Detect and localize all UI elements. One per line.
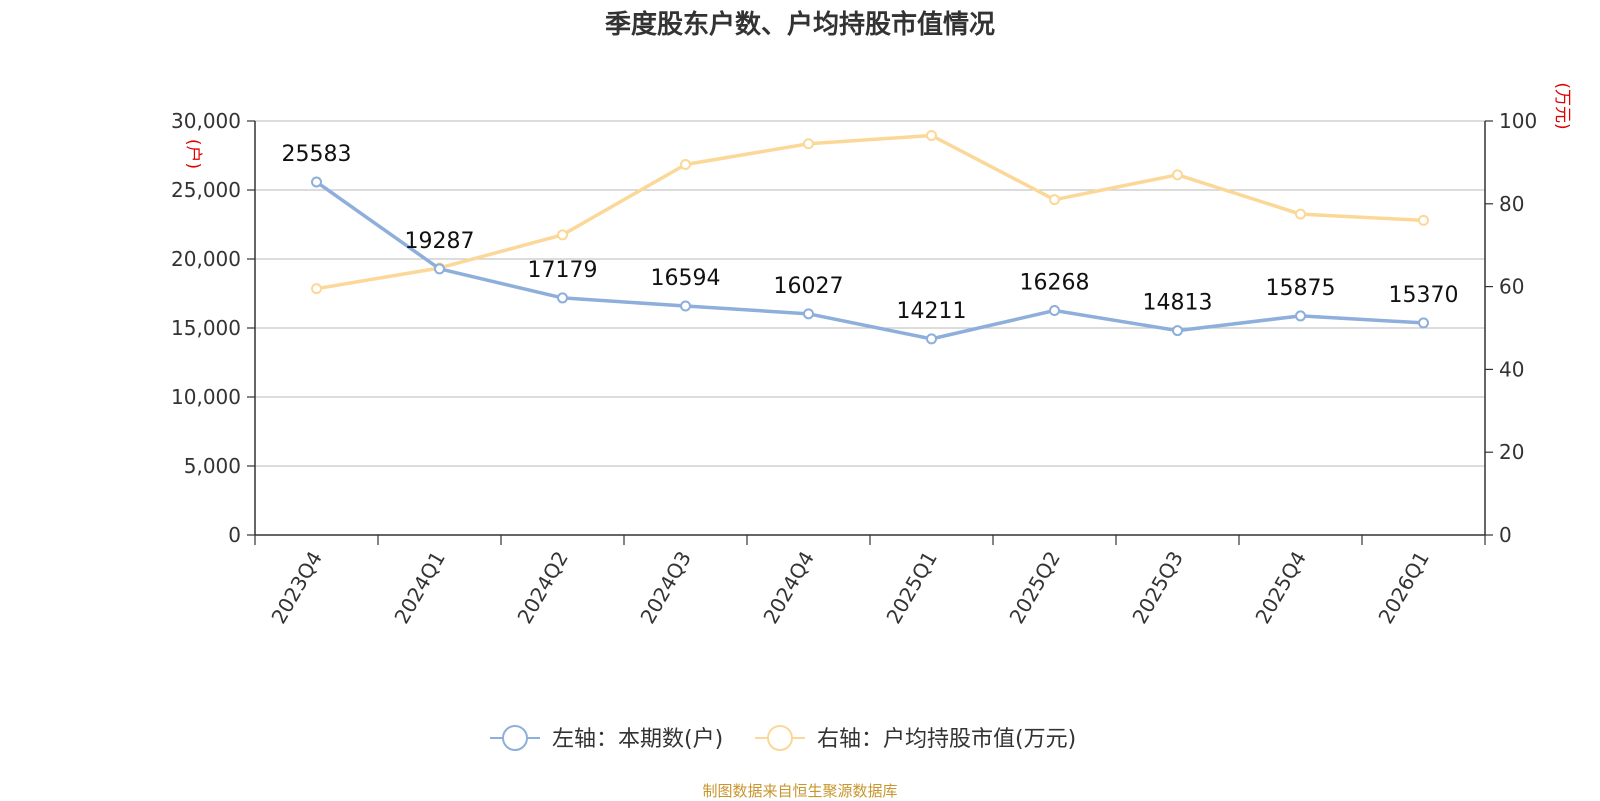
data-label: 14813 bbox=[1143, 291, 1213, 316]
legend-item-1: 右轴：户均持股市值(万元) bbox=[817, 727, 1076, 752]
x-axis-category-label: 2024Q2 bbox=[512, 547, 572, 628]
left-axis-tick-label: 15,000 bbox=[171, 316, 241, 340]
left-axis-tick-label: 5,000 bbox=[184, 454, 241, 478]
series-point-left bbox=[803, 308, 814, 320]
data-label: 25583 bbox=[282, 142, 352, 167]
x-axis-category-label: 2024Q1 bbox=[389, 547, 449, 628]
series-point-left bbox=[557, 292, 568, 304]
series-point-right bbox=[1418, 214, 1429, 226]
data-label: 16268 bbox=[1020, 271, 1090, 296]
legend-item-0: 左轴：本期数(户) bbox=[552, 727, 723, 752]
left-axis-tick-label: 20,000 bbox=[171, 247, 241, 271]
series-point-left bbox=[311, 176, 322, 188]
series-point-left bbox=[1172, 325, 1183, 337]
x-axis-category-label: 2025Q4 bbox=[1250, 547, 1310, 628]
right-axis-tick-label: 0 bbox=[1499, 523, 1512, 547]
series-point-right bbox=[311, 283, 322, 295]
data-label: 16594 bbox=[651, 266, 721, 291]
left-axis-tick-label: 10,000 bbox=[171, 385, 241, 409]
series-point-left bbox=[680, 300, 691, 312]
series-point-right bbox=[1049, 194, 1060, 206]
x-axis-category-label: 2023Q4 bbox=[266, 547, 326, 628]
left-axis-tick-label: 30,000 bbox=[171, 109, 241, 133]
data-label: 19287 bbox=[405, 229, 475, 254]
series-point-left bbox=[1049, 305, 1060, 317]
right-axis-tick-label: 20 bbox=[1499, 440, 1524, 464]
legend-marker bbox=[502, 725, 528, 751]
right-axis-tick-label: 80 bbox=[1499, 192, 1524, 216]
series-point-left bbox=[1295, 310, 1306, 322]
data-label: 17179 bbox=[528, 258, 598, 283]
series-point-right bbox=[1295, 208, 1306, 220]
x-axis-category-label: 2025Q2 bbox=[1004, 547, 1064, 628]
left-axis-tick-label: 0 bbox=[228, 523, 241, 547]
x-axis-category-label: 2024Q4 bbox=[758, 547, 818, 628]
right-axis-unit-label: (万元) bbox=[1552, 82, 1572, 129]
right-axis-tick-label: 100 bbox=[1499, 109, 1537, 133]
series-point-left bbox=[926, 333, 937, 345]
series-point-right bbox=[1172, 169, 1183, 181]
series-point-left bbox=[434, 263, 445, 275]
series-point-right bbox=[680, 158, 691, 170]
chart-title: 季度股东户数、户均持股市值情况 bbox=[604, 10, 995, 40]
data-label: 15875 bbox=[1266, 276, 1336, 301]
source-credit: 制图数据来自恒生聚源数据库 bbox=[702, 782, 898, 800]
left-axis-tick-label: 25,000 bbox=[171, 178, 241, 202]
x-axis-category-label: 2025Q1 bbox=[881, 547, 941, 628]
data-label: 15370 bbox=[1389, 283, 1459, 308]
series-point-right bbox=[926, 129, 937, 141]
legend-marker bbox=[767, 725, 793, 751]
data-label: 16027 bbox=[774, 274, 844, 299]
x-axis-category-label: 2024Q3 bbox=[635, 547, 695, 628]
series-point-left bbox=[1418, 317, 1429, 329]
series-line-left bbox=[314, 180, 1426, 341]
right-axis-tick-label: 60 bbox=[1499, 275, 1524, 299]
left-axis-unit-label: (户) bbox=[183, 139, 203, 169]
series-point-right bbox=[803, 138, 814, 150]
x-axis-category-label: 2025Q3 bbox=[1127, 547, 1187, 628]
data-label: 14211 bbox=[897, 299, 967, 324]
x-axis-category-label: 2026Q1 bbox=[1373, 547, 1433, 628]
right-axis-tick-label: 40 bbox=[1499, 357, 1524, 381]
series-line-right bbox=[314, 133, 1426, 291]
series-point-right bbox=[557, 229, 568, 241]
